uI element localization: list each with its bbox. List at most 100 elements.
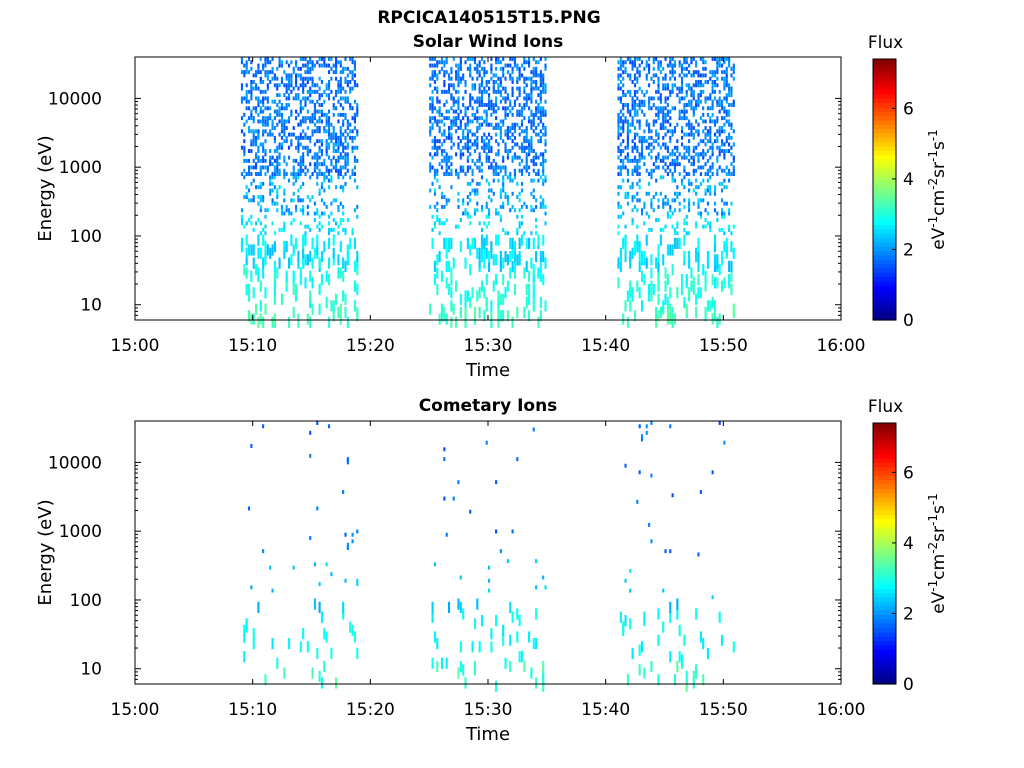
data-cell — [459, 66, 462, 71]
data-cell — [720, 142, 724, 147]
data-cell — [532, 66, 535, 71]
data-cell — [699, 116, 702, 121]
data-cell — [250, 181, 253, 186]
data-cell — [320, 181, 324, 186]
data-cell — [259, 195, 262, 200]
data-cell — [335, 185, 338, 190]
data-cell — [617, 73, 620, 78]
data-cell — [664, 145, 667, 150]
data-cell — [243, 73, 246, 78]
data-cell — [255, 139, 258, 144]
data-cell — [513, 168, 517, 173]
data-cell — [640, 135, 644, 140]
data-cell — [429, 204, 432, 209]
data-cell — [725, 139, 728, 144]
colorbar-step — [873, 67, 896, 73]
data-cell — [332, 149, 335, 153]
data-cell — [713, 260, 717, 272]
data-cell — [685, 680, 688, 692]
data-cell — [676, 158, 679, 163]
data-cell — [478, 63, 481, 68]
data-cell — [650, 254, 653, 266]
data-cell — [730, 241, 733, 253]
data-cell — [259, 280, 262, 292]
data-cell — [480, 250, 484, 263]
data-cell — [295, 204, 298, 209]
data-cell — [316, 99, 319, 104]
data-cell — [483, 132, 486, 137]
data-cell — [287, 316, 291, 328]
data-cell — [320, 185, 324, 190]
data-cell — [490, 122, 493, 127]
data-cell — [311, 257, 314, 269]
data-cell — [455, 73, 458, 78]
data-cell — [657, 165, 660, 170]
data-cell — [337, 145, 340, 150]
data-cell — [255, 70, 258, 75]
data-cell — [455, 280, 458, 292]
data-cell — [655, 158, 658, 163]
colorbar-step — [873, 80, 896, 86]
data-cell — [473, 99, 476, 104]
data-cell — [626, 172, 629, 176]
data-cell — [518, 109, 521, 114]
data-cell — [688, 208, 691, 213]
data-cell — [497, 172, 500, 176]
data-cell — [499, 165, 502, 170]
data-cell — [622, 93, 625, 98]
data-cell — [718, 103, 721, 107]
data-cell — [669, 204, 672, 209]
data-cell — [480, 280, 484, 292]
data-cell — [542, 165, 545, 170]
data-cell — [619, 132, 622, 137]
data-cell — [662, 112, 665, 117]
colorbar-step — [873, 675, 896, 681]
data-cell — [506, 112, 509, 117]
data-cell — [716, 129, 719, 134]
data-cell — [488, 132, 491, 137]
data-cell — [469, 129, 472, 134]
data-cell — [429, 165, 432, 170]
data-cell — [297, 172, 300, 176]
data-cell — [327, 178, 331, 183]
data-cell — [678, 86, 681, 91]
data-cell — [335, 198, 338, 203]
data-cell — [304, 83, 307, 88]
colorbar-unit-label: eV-1cm-2sr-1s-1 — [926, 129, 949, 250]
data-cell — [528, 63, 531, 68]
data-cell — [455, 172, 458, 176]
data-cell — [240, 60, 244, 65]
data-cell — [478, 158, 481, 163]
data-cell — [262, 122, 265, 127]
data-cell — [511, 66, 514, 71]
data-cell — [269, 565, 272, 570]
data-cell — [429, 106, 432, 111]
data-cell — [450, 119, 453, 124]
data-cell — [464, 83, 467, 88]
data-cell — [327, 86, 331, 91]
data-cell — [318, 109, 321, 114]
data-cell — [697, 93, 700, 98]
data-cell — [464, 135, 467, 140]
data-cell — [273, 116, 276, 121]
data-cell — [353, 260, 356, 272]
data-cell — [499, 260, 502, 272]
data-cell — [306, 89, 309, 94]
data-cell — [459, 63, 462, 68]
data-cell — [351, 624, 354, 637]
data-cell — [332, 227, 335, 232]
data-cell — [436, 201, 439, 206]
data-cell — [273, 76, 276, 81]
colorbar-tick-label: 2 — [903, 240, 914, 260]
data-cell — [299, 267, 302, 279]
data-cell — [323, 60, 326, 65]
data-cell — [648, 70, 651, 75]
data-cell — [269, 188, 272, 193]
data-cell — [730, 103, 733, 107]
data-cell — [624, 60, 627, 65]
data-cell — [624, 93, 627, 98]
data-cell — [544, 211, 547, 216]
data-cell — [730, 172, 733, 176]
data-cell — [429, 126, 432, 130]
data-cell — [429, 162, 432, 167]
